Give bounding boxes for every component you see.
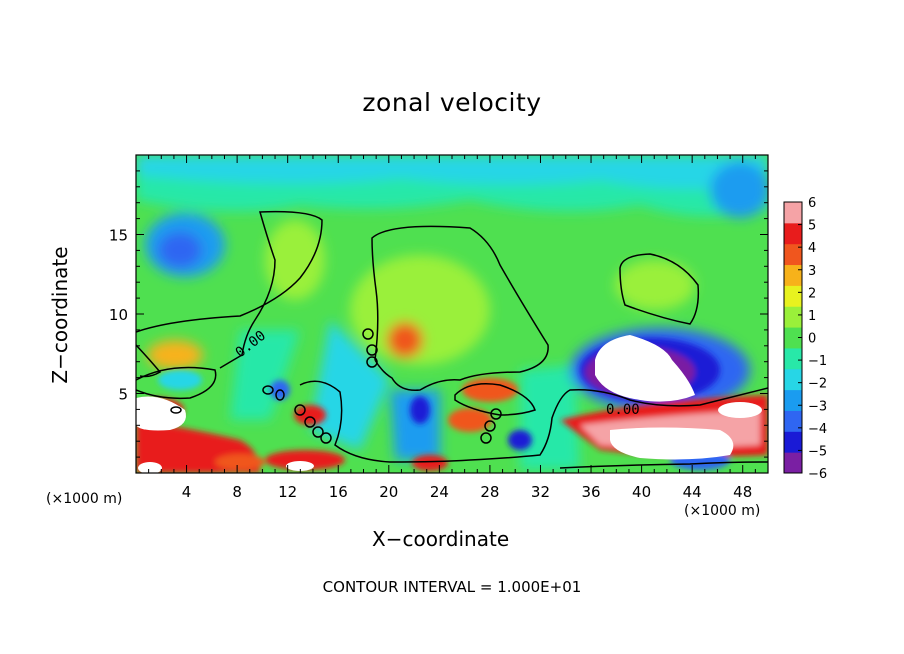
heatmap-field bbox=[136, 155, 768, 473]
contour-line bbox=[136, 344, 162, 378]
x-tick-label: 12 bbox=[278, 483, 297, 501]
colorbar-tick-label: 4 bbox=[808, 241, 816, 256]
x-axis-label: X−coordinate bbox=[372, 527, 510, 551]
colorbar-tick-label: −5 bbox=[808, 444, 827, 459]
colorbar-tick-label: −6 bbox=[808, 467, 827, 482]
colorbar-segment bbox=[784, 306, 802, 328]
contour-line bbox=[136, 366, 217, 400]
x-tick-label: 4 bbox=[182, 483, 192, 501]
colorbar-segment bbox=[784, 202, 802, 224]
chart-title: zonal velocity bbox=[362, 88, 542, 117]
colorbar-segment bbox=[784, 431, 802, 453]
x-axis-unit-right: (×1000 m) bbox=[684, 503, 761, 519]
zero-contours bbox=[136, 210, 768, 469]
colorbar-tick-label: 1 bbox=[808, 309, 816, 324]
colorbar-segment bbox=[784, 243, 802, 266]
colorbar-segment bbox=[784, 368, 802, 391]
colorbar-tick-label: −3 bbox=[808, 399, 827, 414]
contour-line bbox=[136, 210, 323, 369]
y-axis-ticks: 5 10 15 bbox=[109, 170, 768, 458]
x-tick-label: 40 bbox=[632, 483, 651, 501]
x-tick-label: 20 bbox=[379, 483, 398, 501]
x-axis-unit-left: (×1000 m) bbox=[46, 491, 123, 507]
x-tick-label: 16 bbox=[329, 483, 348, 501]
colorbar-segment bbox=[784, 410, 802, 432]
colorbar-segment bbox=[784, 285, 802, 307]
x-tick-label: 8 bbox=[232, 483, 242, 501]
x-tick-label: 48 bbox=[733, 483, 752, 501]
colorbar-tick-label: −2 bbox=[808, 377, 827, 392]
colorbar-tick-label: −1 bbox=[808, 354, 827, 369]
colorbar-segment bbox=[784, 452, 802, 474]
contour-label: 0.00 bbox=[606, 402, 640, 418]
x-tick-label: 36 bbox=[581, 483, 600, 501]
colorbar-tick-label: 0 bbox=[808, 332, 816, 347]
colorbar-segment bbox=[784, 327, 802, 349]
contour-line bbox=[454, 383, 536, 416]
contour-line bbox=[559, 461, 768, 469]
y-tick-label: 10 bbox=[109, 306, 128, 324]
x-tick-label: 44 bbox=[683, 483, 702, 501]
contour-line bbox=[299, 380, 768, 463]
colorbar-segment bbox=[784, 389, 802, 411]
y-axis-label: Z−coordinate bbox=[48, 246, 72, 384]
y-tick-label: 15 bbox=[109, 227, 128, 245]
contour-line bbox=[371, 225, 549, 391]
y-tick-label: 5 bbox=[118, 386, 128, 404]
colorbar-segment bbox=[784, 264, 802, 286]
colorbar-segment bbox=[784, 222, 802, 245]
colorbar-segment bbox=[784, 347, 802, 370]
colorbar-tick-label: 6 bbox=[808, 196, 816, 211]
x-tick-label: 24 bbox=[430, 483, 449, 501]
colorbar-tick-label: −4 bbox=[808, 422, 827, 437]
x-tick-label: 32 bbox=[531, 483, 550, 501]
colorbar-tick-label: 3 bbox=[808, 264, 816, 279]
contour-interval-note: CONTOUR INTERVAL = 1.000E+01 bbox=[322, 578, 582, 596]
colorbar-tick-label: 2 bbox=[808, 286, 816, 301]
contour-line bbox=[619, 253, 700, 325]
colorbar-tick-label: 5 bbox=[808, 219, 816, 234]
colorbar: 6 5 4 3 2 1 0 −1 −2 −3 −4 −5 −6 bbox=[783, 196, 827, 482]
x-axis-ticks: 4 8 12 16 20 24 28 32 36 40 44 48 bbox=[148, 155, 756, 501]
x-tick-label: 28 bbox=[480, 483, 499, 501]
